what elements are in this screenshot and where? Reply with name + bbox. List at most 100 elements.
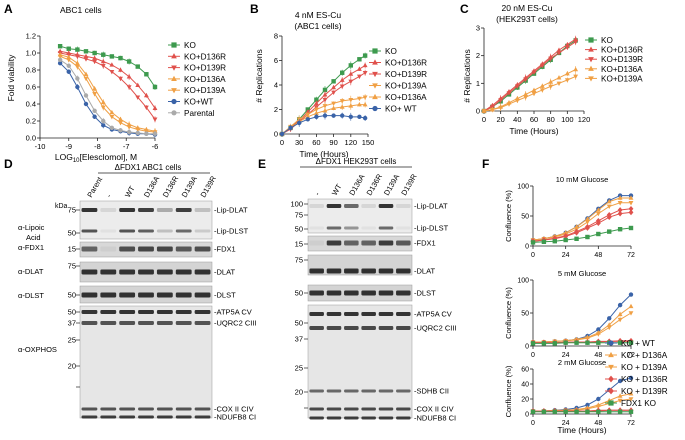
- data-point: [126, 59, 132, 64]
- data-point: [357, 114, 362, 120]
- data-point: [297, 120, 302, 126]
- x-tick-label: 80: [546, 115, 554, 124]
- series-line: [533, 409, 631, 412]
- data-point: [617, 311, 623, 317]
- blot-band: [100, 292, 117, 298]
- blot-band: [194, 208, 211, 212]
- data-point: [574, 409, 579, 414]
- lane-label: D136R: [161, 174, 181, 199]
- data-point: [585, 402, 590, 408]
- data-point: [573, 74, 579, 80]
- blot-d-label-acid: Acid: [26, 233, 41, 242]
- data-point: [617, 227, 623, 232]
- blot-band: [175, 208, 192, 212]
- data-point: [109, 62, 115, 67]
- blot-band: [378, 268, 394, 274]
- y-tick-label: 0.2: [26, 117, 36, 126]
- blot-d-label-dlst: α-DLST: [18, 291, 44, 300]
- data-point: [514, 98, 520, 104]
- blot-band: [378, 416, 394, 420]
- blot-band: [344, 416, 359, 420]
- data-point: [617, 302, 623, 308]
- y-tick-label: 2: [274, 105, 278, 114]
- band-label: -COX II CIV: [414, 405, 454, 414]
- legend-marker: [588, 57, 594, 63]
- panel-a-title: ABC1 cells: [60, 5, 102, 15]
- x-tick-label: 72: [627, 352, 635, 359]
- blot-band: [361, 226, 376, 230]
- blot-band: [326, 204, 342, 208]
- series-line: [532, 208, 632, 242]
- data-point: [101, 52, 106, 57]
- blot-band: [138, 292, 154, 298]
- blot-band: [100, 246, 117, 252]
- x-tick-label: -9: [65, 142, 72, 151]
- data-point: [348, 97, 354, 103]
- y-tick-label: 8: [274, 32, 278, 41]
- blot-band: [119, 310, 136, 314]
- data-point: [313, 110, 319, 115]
- blot-band: [344, 268, 359, 274]
- blot-band: [100, 321, 117, 325]
- data-point: [331, 79, 336, 84]
- panel-letter-f: F: [482, 157, 489, 171]
- blot-band: [344, 204, 359, 208]
- blot-band: [361, 290, 376, 296]
- data-point: [356, 74, 362, 80]
- blot-d-lane-labels: Parent - WT D136A D136R D139A D139R: [85, 174, 218, 199]
- data-point: [92, 114, 97, 119]
- legend-marker: [171, 88, 177, 94]
- series-line: [281, 104, 366, 135]
- lane-label: -: [104, 192, 113, 199]
- series-line: [533, 312, 632, 343]
- data-point: [617, 201, 623, 206]
- data-point: [362, 101, 368, 107]
- series-line: [59, 54, 156, 132]
- blot-band: [309, 407, 324, 411]
- y-tick-label: 50: [521, 214, 529, 221]
- data-point: [628, 225, 634, 231]
- data-point: [585, 234, 590, 240]
- legend-label: KO: [385, 47, 397, 56]
- data-point: [628, 409, 634, 414]
- data-point: [574, 340, 579, 345]
- legend-marker: [171, 75, 177, 81]
- blot-band: [175, 229, 192, 233]
- data-point: [339, 99, 345, 104]
- x-tick-label: 90: [329, 138, 337, 147]
- blot-band: [396, 389, 411, 393]
- blot-band: [309, 389, 324, 393]
- data-point: [348, 103, 354, 108]
- data-point: [573, 40, 579, 45]
- data-point: [101, 123, 106, 128]
- blot-band: [119, 208, 136, 212]
- y-tick-label: 40: [521, 382, 529, 389]
- lane-label: D139R: [199, 174, 219, 199]
- data-point: [489, 107, 495, 113]
- panel-b-title-line2: (ABC1 cells): [294, 21, 341, 31]
- mw-label: 75: [295, 211, 303, 220]
- data-point: [506, 102, 512, 107]
- blot-band: [344, 240, 359, 246]
- data-point: [514, 84, 520, 89]
- mw-label: 75: [68, 262, 76, 271]
- y-tick-label: 1.2: [26, 32, 36, 41]
- legend-marker: [372, 83, 378, 89]
- data-point: [552, 239, 557, 244]
- blot-band: [156, 292, 173, 298]
- data-point: [144, 72, 149, 77]
- data-point: [92, 86, 98, 91]
- data-point: [564, 41, 570, 47]
- data-point: [617, 409, 623, 414]
- blot-band: [81, 269, 98, 275]
- data-point: [57, 61, 63, 66]
- legend-label: KO+D139R: [601, 55, 643, 64]
- data-point: [348, 71, 354, 76]
- data-point: [585, 409, 590, 414]
- data-point: [617, 393, 623, 398]
- data-point: [92, 92, 98, 97]
- panel-a-ylabel: Fold viability: [6, 54, 16, 102]
- legend-label: KO+D139A: [184, 86, 226, 95]
- chart-f: 10 mM Glucose Confluence (%) 0 50 100 0 24 48 72…: [504, 175, 668, 435]
- x-tick-label: 72: [627, 252, 635, 259]
